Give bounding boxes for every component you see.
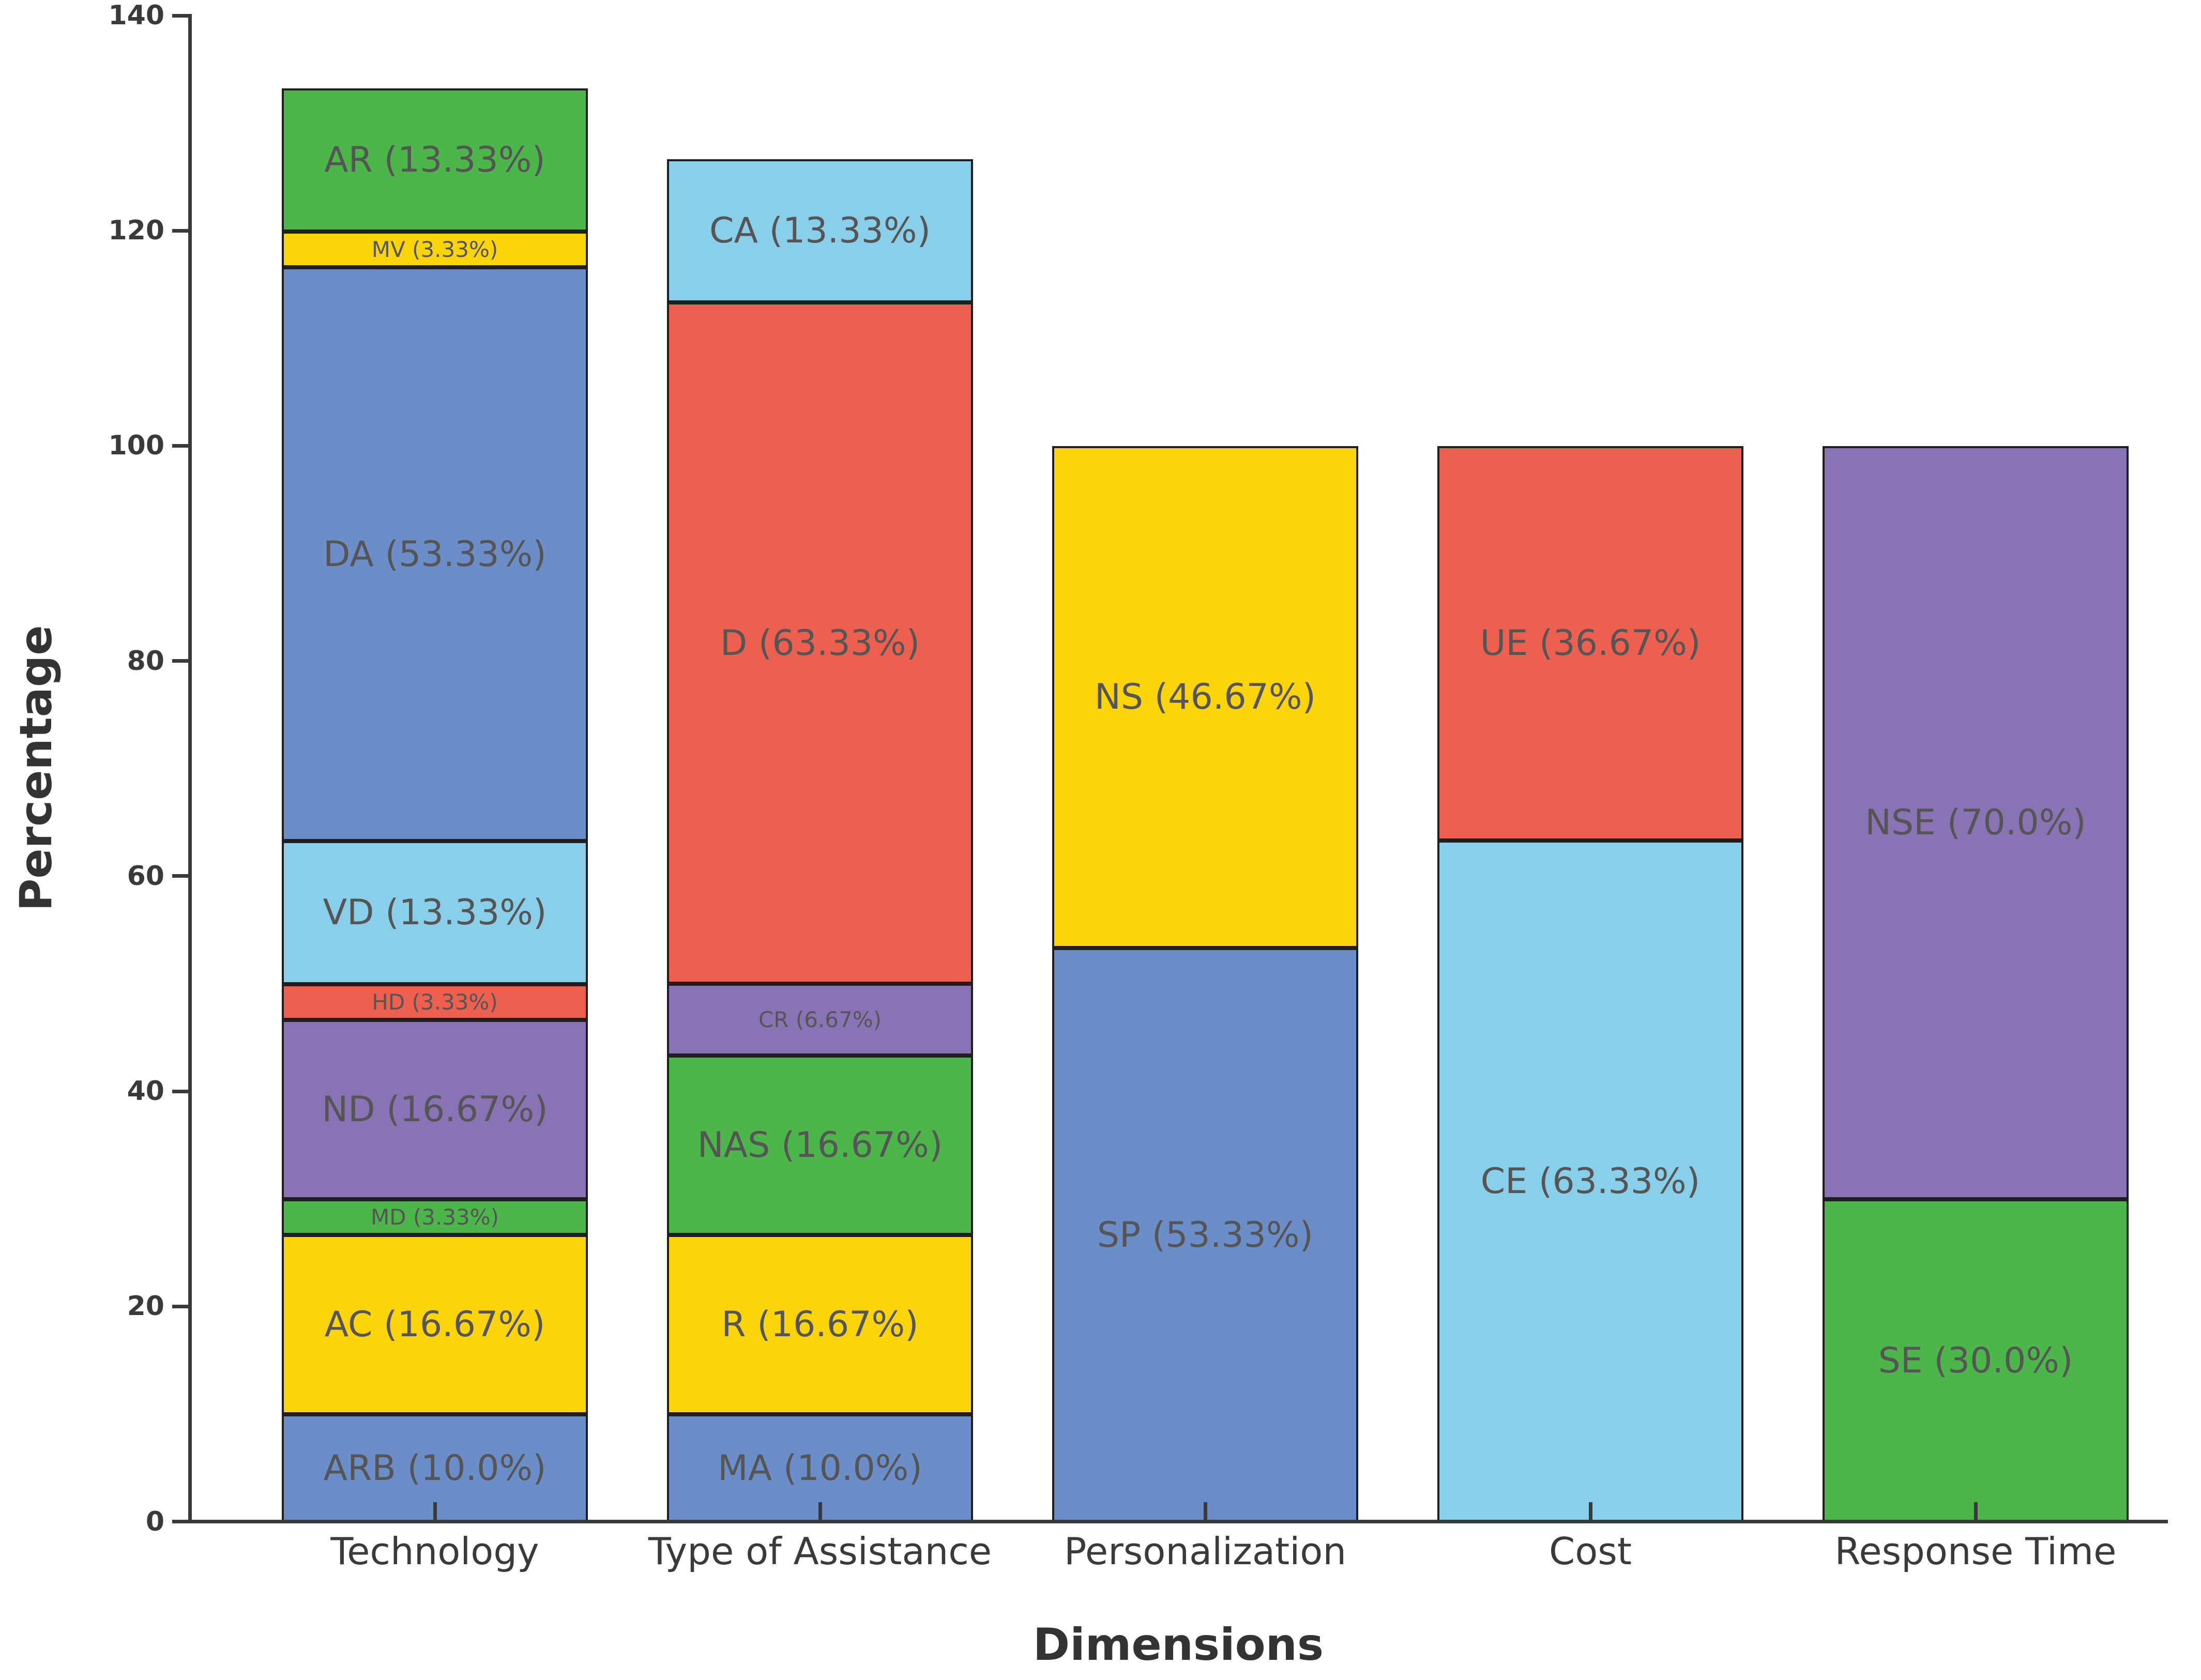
segment-label-ns: NS (46.67%) [1095,677,1316,717]
x-tick-mark-type-of-assistance [818,1502,822,1522]
segment-label-ma: MA (10.0%) [718,1447,922,1489]
x-tick-mark-technology [433,1502,437,1522]
segment-label-nse: NSE (70.0%) [1865,802,2086,843]
bar-segment-type-of-assistance-ca: CA (13.33%) [667,159,973,302]
bar-segment-technology-ar: AR (13.33%) [282,88,588,232]
x-tick-mark-response-time [1974,1502,1978,1522]
bar-segment-technology-md: MD (3.33%) [282,1199,588,1235]
x-tick-label-response-time: Response Time [1834,1530,2117,1573]
segment-label-ce: CE (63.33%) [1480,1160,1701,1202]
segment-label-sp: SP (53.33%) [1097,1214,1314,1256]
x-tick-label-cost: Cost [1549,1530,1632,1573]
y-tick-mark-40 [172,1089,192,1093]
y-tick-mark-140 [172,13,192,18]
bar-segment-type-of-assistance-nas: NAS (16.67%) [667,1056,973,1235]
bar-segment-technology-ac: AC (16.67%) [282,1235,588,1414]
bar-segment-technology-mv: MV (3.33%) [282,232,588,267]
y-tick-mark-20 [172,1304,192,1308]
bar-segment-type-of-assistance-d: D (63.33%) [667,302,973,984]
segment-label-vd: VD (13.33%) [323,892,547,933]
segment-label-da: DA (53.33%) [323,533,547,575]
y-tick-label-140: 140 [108,0,164,31]
segment-label-r: R (16.67%) [721,1304,919,1345]
y-tick-mark-80 [172,659,192,663]
segment-label-hd: HD (3.33%) [372,989,498,1015]
segment-label-d: D (63.33%) [720,622,920,664]
bar-response-time: SE (30.0%) NSE (70.0%) [1823,446,2129,1522]
x-tick-label-technology: Technology [330,1530,539,1573]
x-axis-title: Dimensions [1033,1619,1324,1671]
segment-label-ue: UE (36.67%) [1480,623,1701,664]
bar-segment-technology-hd: HD (3.33%) [282,984,588,1020]
bar-segment-personalization-sp: SP (53.33%) [1052,948,1358,1522]
y-tick-mark-100 [172,444,192,448]
y-tick-label-60: 60 [127,860,164,892]
bar-segment-cost-ue: UE (36.67%) [1437,446,1743,841]
segment-label-mv: MV (3.33%) [371,237,498,262]
bar-segment-type-of-assistance-ma: MA (10.0%) [667,1414,973,1522]
bar-segment-technology-da: DA (53.33%) [282,267,588,841]
segment-label-nd: ND (16.67%) [322,1089,548,1130]
x-axis-spine [188,1520,2168,1523]
y-axis-spine [188,16,192,1523]
bar-type-of-assistance: MA (10.0%) R (16.67%) NAS (16.67%) CR (6.67… [667,159,973,1522]
y-tick-label-120: 120 [108,215,164,247]
x-tick-mark-personalization [1203,1502,1207,1522]
bar-segment-response-time-nse: NSE (70.0%) [1823,446,2129,1199]
y-tick-label-20: 20 [127,1291,164,1322]
bar-segment-type-of-assistance-cr: CR (6.67%) [667,984,973,1056]
y-tick-label-40: 40 [127,1076,164,1107]
segment-label-se: SE (30.0%) [1878,1340,2073,1381]
x-tick-mark-cost [1588,1502,1592,1522]
bar-segment-type-of-assistance-r: R (16.67%) [667,1235,973,1414]
y-tick-label-80: 80 [127,645,164,677]
bar-segment-response-time-se: SE (30.0%) [1823,1199,2129,1522]
y-tick-label-0: 0 [145,1506,164,1537]
y-tick-mark-60 [172,874,192,878]
bar-technology: ARB (10.0%) AC (16.67%) MD (3.33%) ND (16.6… [282,88,588,1522]
bar-cost: CE (63.33%) UE (36.67%) [1437,446,1743,1522]
segment-label-cr: CR (6.67%) [758,1007,882,1032]
segment-label-ar: AR (13.33%) [324,140,545,180]
segment-label-md: MD (3.33%) [370,1204,499,1230]
segment-label-nas: NAS (16.67%) [697,1125,943,1166]
x-tick-label-personalization: Personalization [1064,1530,1346,1573]
bar-segment-technology-nd: ND (16.67%) [282,1020,588,1199]
bar-segment-cost-ce: CE (63.33%) [1437,841,1743,1522]
y-tick-label-100: 100 [108,430,164,462]
bar-segment-personalization-ns: NS (46.67%) [1052,446,1358,948]
segment-label-ac: AC (16.67%) [324,1304,545,1345]
segment-label-arb: ARB (10.0%) [323,1447,547,1489]
y-tick-mark-0 [172,1520,192,1523]
segment-label-ca: CA (13.33%) [709,210,931,251]
x-tick-label-type-of-assistance: Type of Assistance [648,1530,992,1573]
y-tick-mark-120 [172,228,192,233]
bar-personalization: SP (53.33%) NS (46.67%) [1052,446,1358,1522]
bar-segment-technology-vd: VD (13.33%) [282,841,588,984]
